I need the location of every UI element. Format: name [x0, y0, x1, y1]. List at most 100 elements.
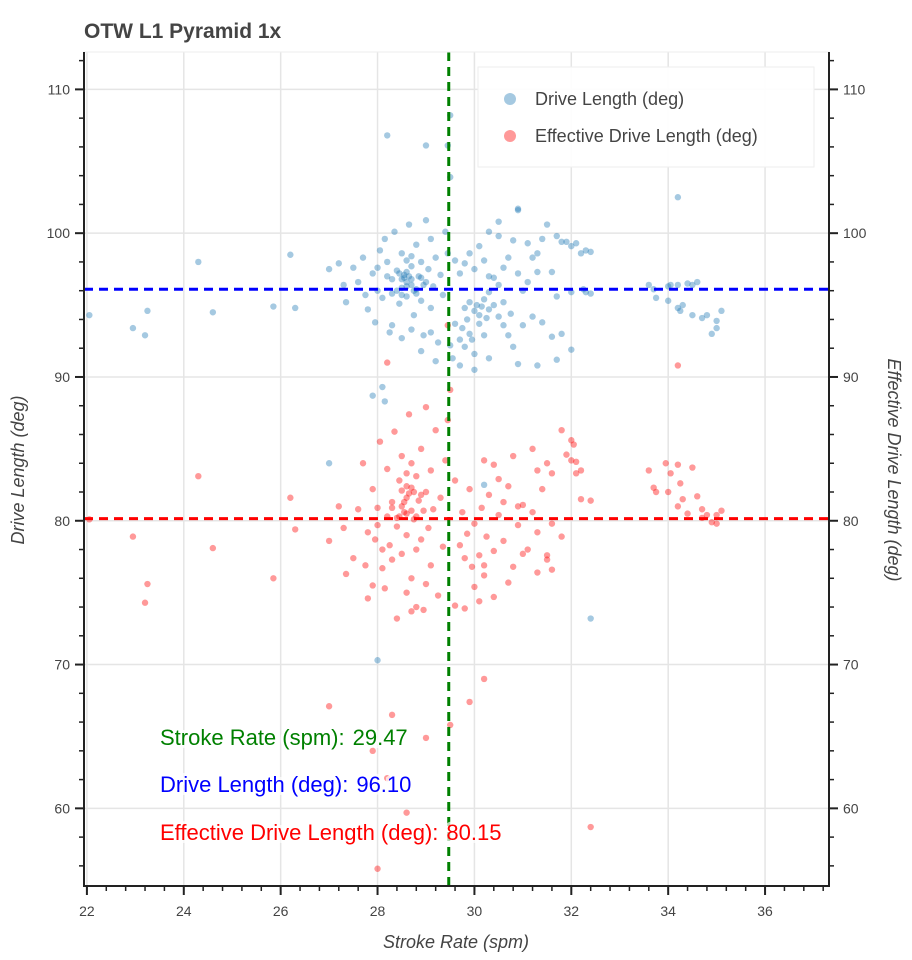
effective-drive-length-point	[408, 460, 415, 467]
drive-length-point	[381, 398, 389, 405]
drive-length-point	[325, 265, 333, 273]
drive-length-point	[388, 275, 396, 283]
effective-drive-length-point	[364, 595, 372, 602]
drive-length-point	[442, 228, 449, 235]
drive-length-point	[463, 316, 471, 323]
annotations: Stroke Rate (spm): 29.47 Drive Length (de…	[157, 722, 504, 848]
effective-drive-length-point	[480, 457, 488, 464]
drive-length-point	[391, 228, 398, 235]
drive-length-point	[548, 268, 556, 276]
drive-length-point	[480, 332, 488, 339]
effective-drive-length-point	[420, 606, 427, 614]
drive-length-point	[674, 281, 682, 289]
drive-length-point	[466, 299, 473, 306]
drive-length-point	[461, 304, 468, 312]
effective-drive-length-point	[415, 497, 422, 504]
drive-length-point	[456, 270, 464, 277]
effective-drive-length-point	[369, 582, 376, 589]
series-drive-length	[86, 112, 725, 664]
drive-length-point	[558, 238, 565, 246]
effective-drive-length-point	[408, 484, 415, 491]
drive-length-point	[417, 274, 425, 281]
effective-drive-length-point	[568, 437, 575, 444]
drive-length-point	[413, 290, 420, 297]
drive-length-point	[408, 263, 415, 270]
effective-drive-length-point	[558, 426, 565, 434]
effective-drive-length-point	[667, 470, 674, 477]
effective-drive-length-point	[350, 554, 357, 562]
effective-drive-length-point	[129, 533, 137, 540]
effective-drive-length-point	[459, 508, 466, 516]
y-left-tick-label: 70	[54, 657, 70, 673]
effective-drive-length-point	[141, 599, 149, 606]
effective-drive-length-point	[369, 485, 376, 493]
drive-length-point	[713, 317, 720, 325]
effective-drive-length-point	[437, 494, 444, 501]
drive-length-point	[500, 322, 507, 329]
drive-length-point	[558, 330, 565, 338]
drive-length-point	[490, 274, 497, 281]
effective-drive-length-point	[405, 411, 413, 418]
effective-drive-length-point	[674, 503, 682, 510]
drive-length-point	[384, 132, 391, 139]
effective-drive-length-point	[679, 495, 686, 503]
effective-drive-length-point	[650, 484, 657, 491]
drive-length-point	[466, 330, 473, 338]
effective-drive-length-point	[519, 501, 527, 509]
effective-drive-length-point	[369, 747, 376, 755]
effective-drive-length-point	[398, 487, 405, 494]
drive-length-point	[459, 324, 466, 332]
effective-drive-length-point	[543, 552, 551, 559]
effective-drive-length-point	[439, 543, 447, 550]
effective-drive-length-point	[413, 603, 420, 611]
drive-length-point	[325, 460, 333, 467]
drive-length-point	[548, 333, 556, 340]
y-right-tick-label: 70	[843, 657, 859, 673]
y-axis-label-right: Effective Drive Length (deg)	[884, 358, 904, 581]
drive-length-point	[422, 217, 430, 224]
effective-drive-length-point	[563, 451, 570, 458]
effective-drive-length-point	[403, 809, 410, 816]
y-left-tick-label: 100	[47, 225, 71, 241]
effective-drive-length-point	[718, 507, 725, 514]
effective-drive-length-point	[422, 580, 430, 588]
effective-drive-length-point	[519, 550, 527, 558]
drive-length-point	[645, 281, 653, 289]
effective-drive-length-point	[413, 472, 420, 480]
effective-drive-length-point	[529, 445, 536, 453]
effective-drive-length-point	[466, 485, 473, 493]
drive-length-point	[514, 360, 522, 368]
drive-length-point	[485, 273, 493, 280]
effective-drive-length-point	[388, 556, 396, 563]
drive-length-point	[376, 247, 384, 254]
reference-lines	[84, 52, 829, 886]
effective-drive-length-point	[534, 569, 541, 576]
drive-length-point	[587, 290, 594, 297]
drive-length-point	[396, 300, 403, 307]
drive-length-point	[209, 309, 217, 316]
effective-drive-length-point	[422, 488, 430, 496]
effective-drive-length-point	[461, 605, 468, 612]
y-left-tick-label: 110	[48, 81, 71, 97]
axis-ticks: 22 24 26 28 30 32 34 36 60 60 70 70 80 80 90 90 100 100 11…	[47, 59, 867, 919]
effective-drive-length-point	[480, 562, 488, 569]
drive-length-point	[422, 278, 430, 286]
drive-length-point	[480, 257, 488, 264]
y-left-tick-label: 80	[54, 513, 70, 529]
drive-length-point	[393, 267, 401, 274]
legend-box	[477, 66, 815, 168]
drive-length-point	[381, 235, 389, 243]
effective-drive-length-point	[568, 457, 575, 464]
drive-length-point	[461, 343, 468, 350]
drive-length-point	[534, 362, 541, 369]
drive-length-point	[456, 362, 464, 369]
effective-drive-length-point	[195, 472, 202, 480]
drive-length-point	[362, 291, 369, 299]
effective-drive-length-point	[514, 503, 522, 510]
effective-drive-length-point	[456, 542, 464, 549]
drive-length-point	[495, 232, 502, 240]
drive-length-point	[476, 320, 483, 327]
drive-length-point	[374, 264, 381, 271]
drive-length-point	[432, 254, 439, 261]
drive-length-point	[405, 221, 413, 228]
